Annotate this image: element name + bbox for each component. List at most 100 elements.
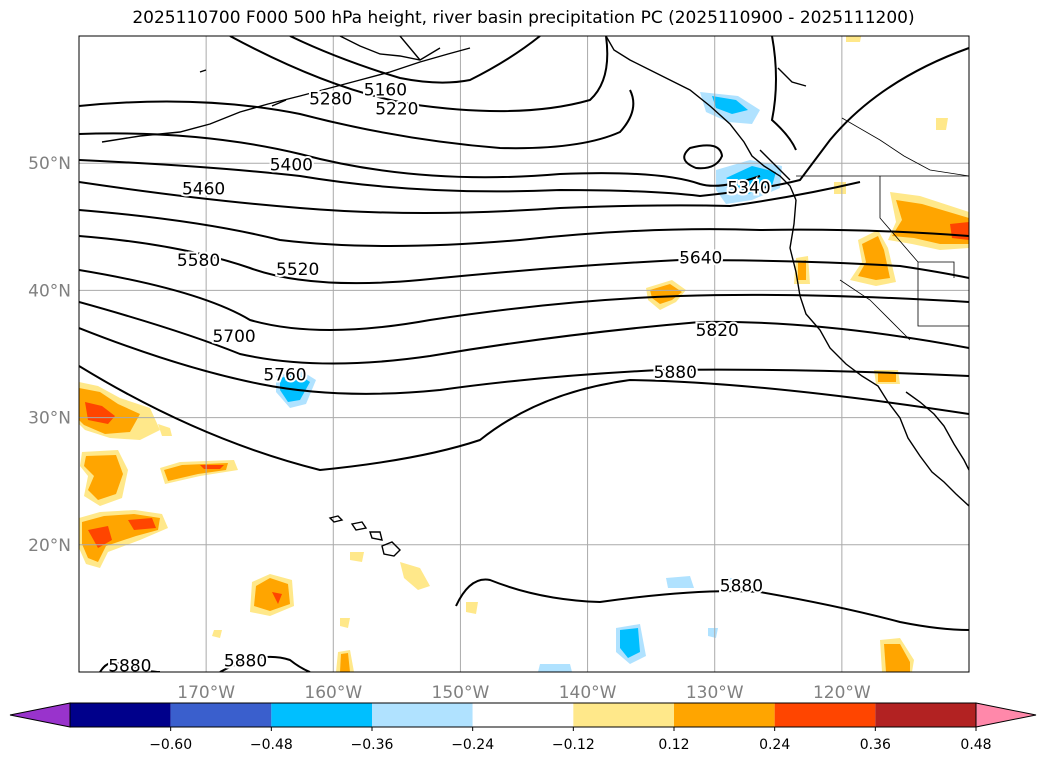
colorbar-segment	[70, 703, 171, 727]
colorbar-tick-labels: −0.60 −0.48 −0.36 −0.24 −0.12 0.12 0.24 0.36 0.4…	[149, 727, 992, 753]
colorbar-tick-label: 0.36	[860, 737, 891, 753]
coastline-path	[339, 36, 441, 61]
lon-label: 140°W	[559, 683, 617, 703]
coastline-path	[328, 515, 344, 523]
coastline-path	[399, 36, 421, 61]
shade-region	[200, 465, 224, 469]
colorbar-segment	[271, 703, 372, 727]
shade-region	[878, 373, 896, 382]
shade-region	[350, 552, 364, 562]
border-path	[841, 117, 969, 177]
contour-line	[289, 36, 541, 84]
contour-label: 5460	[182, 180, 225, 200]
shade-region	[538, 664, 572, 672]
contour-line	[79, 132, 761, 187]
shade-region	[128, 518, 156, 530]
contour-line	[455, 578, 969, 631]
lon-label: 160°W	[304, 683, 362, 703]
political-borders	[796, 117, 969, 341]
colorbar-outline	[69, 702, 977, 728]
coastline-path	[605, 36, 797, 201]
coastline-path	[905, 391, 969, 471]
contour-label: 5160	[364, 80, 407, 100]
shade-region	[400, 562, 430, 590]
lon-label: 120°W	[813, 683, 871, 703]
contour-label: 5700	[212, 327, 255, 347]
colorbar-tick-label: −0.12	[552, 737, 595, 753]
colorbar-segment	[170, 703, 272, 727]
contour-label: 5280	[309, 89, 352, 109]
colorbar-segment	[372, 703, 473, 727]
lat-label: 30°N	[28, 409, 71, 429]
contour-line	[79, 181, 861, 214]
colorbar-extend-low	[9, 702, 71, 728]
colorbar-segment	[472, 703, 574, 727]
lon-label: 150°W	[432, 683, 490, 703]
latitude-labels: 50°N 40°N 30°N 20°N	[28, 154, 71, 556]
coastlines	[101, 36, 969, 557]
coastline-path	[369, 531, 383, 541]
contour-label: 5520	[276, 260, 319, 280]
colorbar-tick-label: −0.48	[250, 737, 293, 753]
contour-line	[770, 36, 797, 151]
border-path	[839, 279, 911, 341]
colorbar-tick-label: 0.12	[658, 737, 689, 753]
contour-label: 5880	[224, 652, 267, 672]
contour-label: 5880	[654, 363, 697, 383]
contour-label: 5880	[720, 577, 763, 597]
coastline-path	[199, 69, 207, 73]
height-contours	[79, 36, 969, 672]
colorbar-tick-label: −0.36	[351, 737, 394, 753]
contour-label: 5640	[679, 248, 722, 268]
lon-label: 170°W	[177, 683, 235, 703]
shade-region	[650, 284, 682, 304]
contour-line	[79, 209, 969, 247]
colorbar-tick-label: 0.48	[960, 737, 991, 753]
map-frame	[78, 35, 970, 673]
shade-region	[666, 576, 694, 588]
contour-label: 5220	[375, 100, 418, 120]
contour-line	[79, 269, 969, 331]
shade-region	[254, 578, 290, 611]
shade-region	[884, 644, 910, 672]
colorbar-segment	[774, 703, 876, 727]
coastline-path	[789, 199, 969, 507]
shade-region	[84, 455, 123, 500]
contour-label: 5340	[727, 178, 770, 198]
coastline-path	[271, 99, 287, 107]
coastline-path	[381, 541, 401, 557]
colorbar-extend-high	[975, 702, 1037, 728]
contour-label: 5820	[696, 321, 739, 341]
shade-region	[280, 374, 310, 402]
shade-region	[340, 618, 350, 628]
shade-region	[272, 592, 282, 604]
coastline-path	[759, 149, 791, 181]
lon-label: 130°W	[686, 683, 744, 703]
colorbar-segment	[573, 703, 674, 727]
shade-region	[846, 36, 862, 42]
contour-line	[79, 301, 969, 365]
shade-region	[712, 96, 748, 114]
coastline-path	[350, 521, 368, 531]
shade-region	[158, 424, 172, 436]
shade-region	[950, 222, 969, 240]
colorbar-segment	[674, 703, 775, 727]
contour-line	[79, 235, 969, 285]
contour-line	[683, 144, 724, 170]
lat-label: 50°N	[28, 154, 71, 174]
coastline-path	[101, 47, 471, 143]
chart-title: 2025110700 F000 500 hPa height, river ba…	[132, 8, 915, 28]
contour-line	[99, 661, 161, 672]
shade-region	[85, 402, 115, 424]
shade-region	[212, 630, 222, 638]
contour-line	[79, 327, 969, 395]
shade-region	[722, 578, 734, 588]
lat-label: 40°N	[28, 281, 71, 301]
shade-region	[88, 526, 112, 548]
contour-label: 5880	[108, 657, 151, 677]
shade-region	[936, 118, 948, 130]
shade-region	[798, 260, 806, 280]
colorbar-segment	[875, 703, 976, 727]
longitude-labels: 170°W 160°W 150°W 140°W 130°W 120°W	[177, 683, 871, 703]
